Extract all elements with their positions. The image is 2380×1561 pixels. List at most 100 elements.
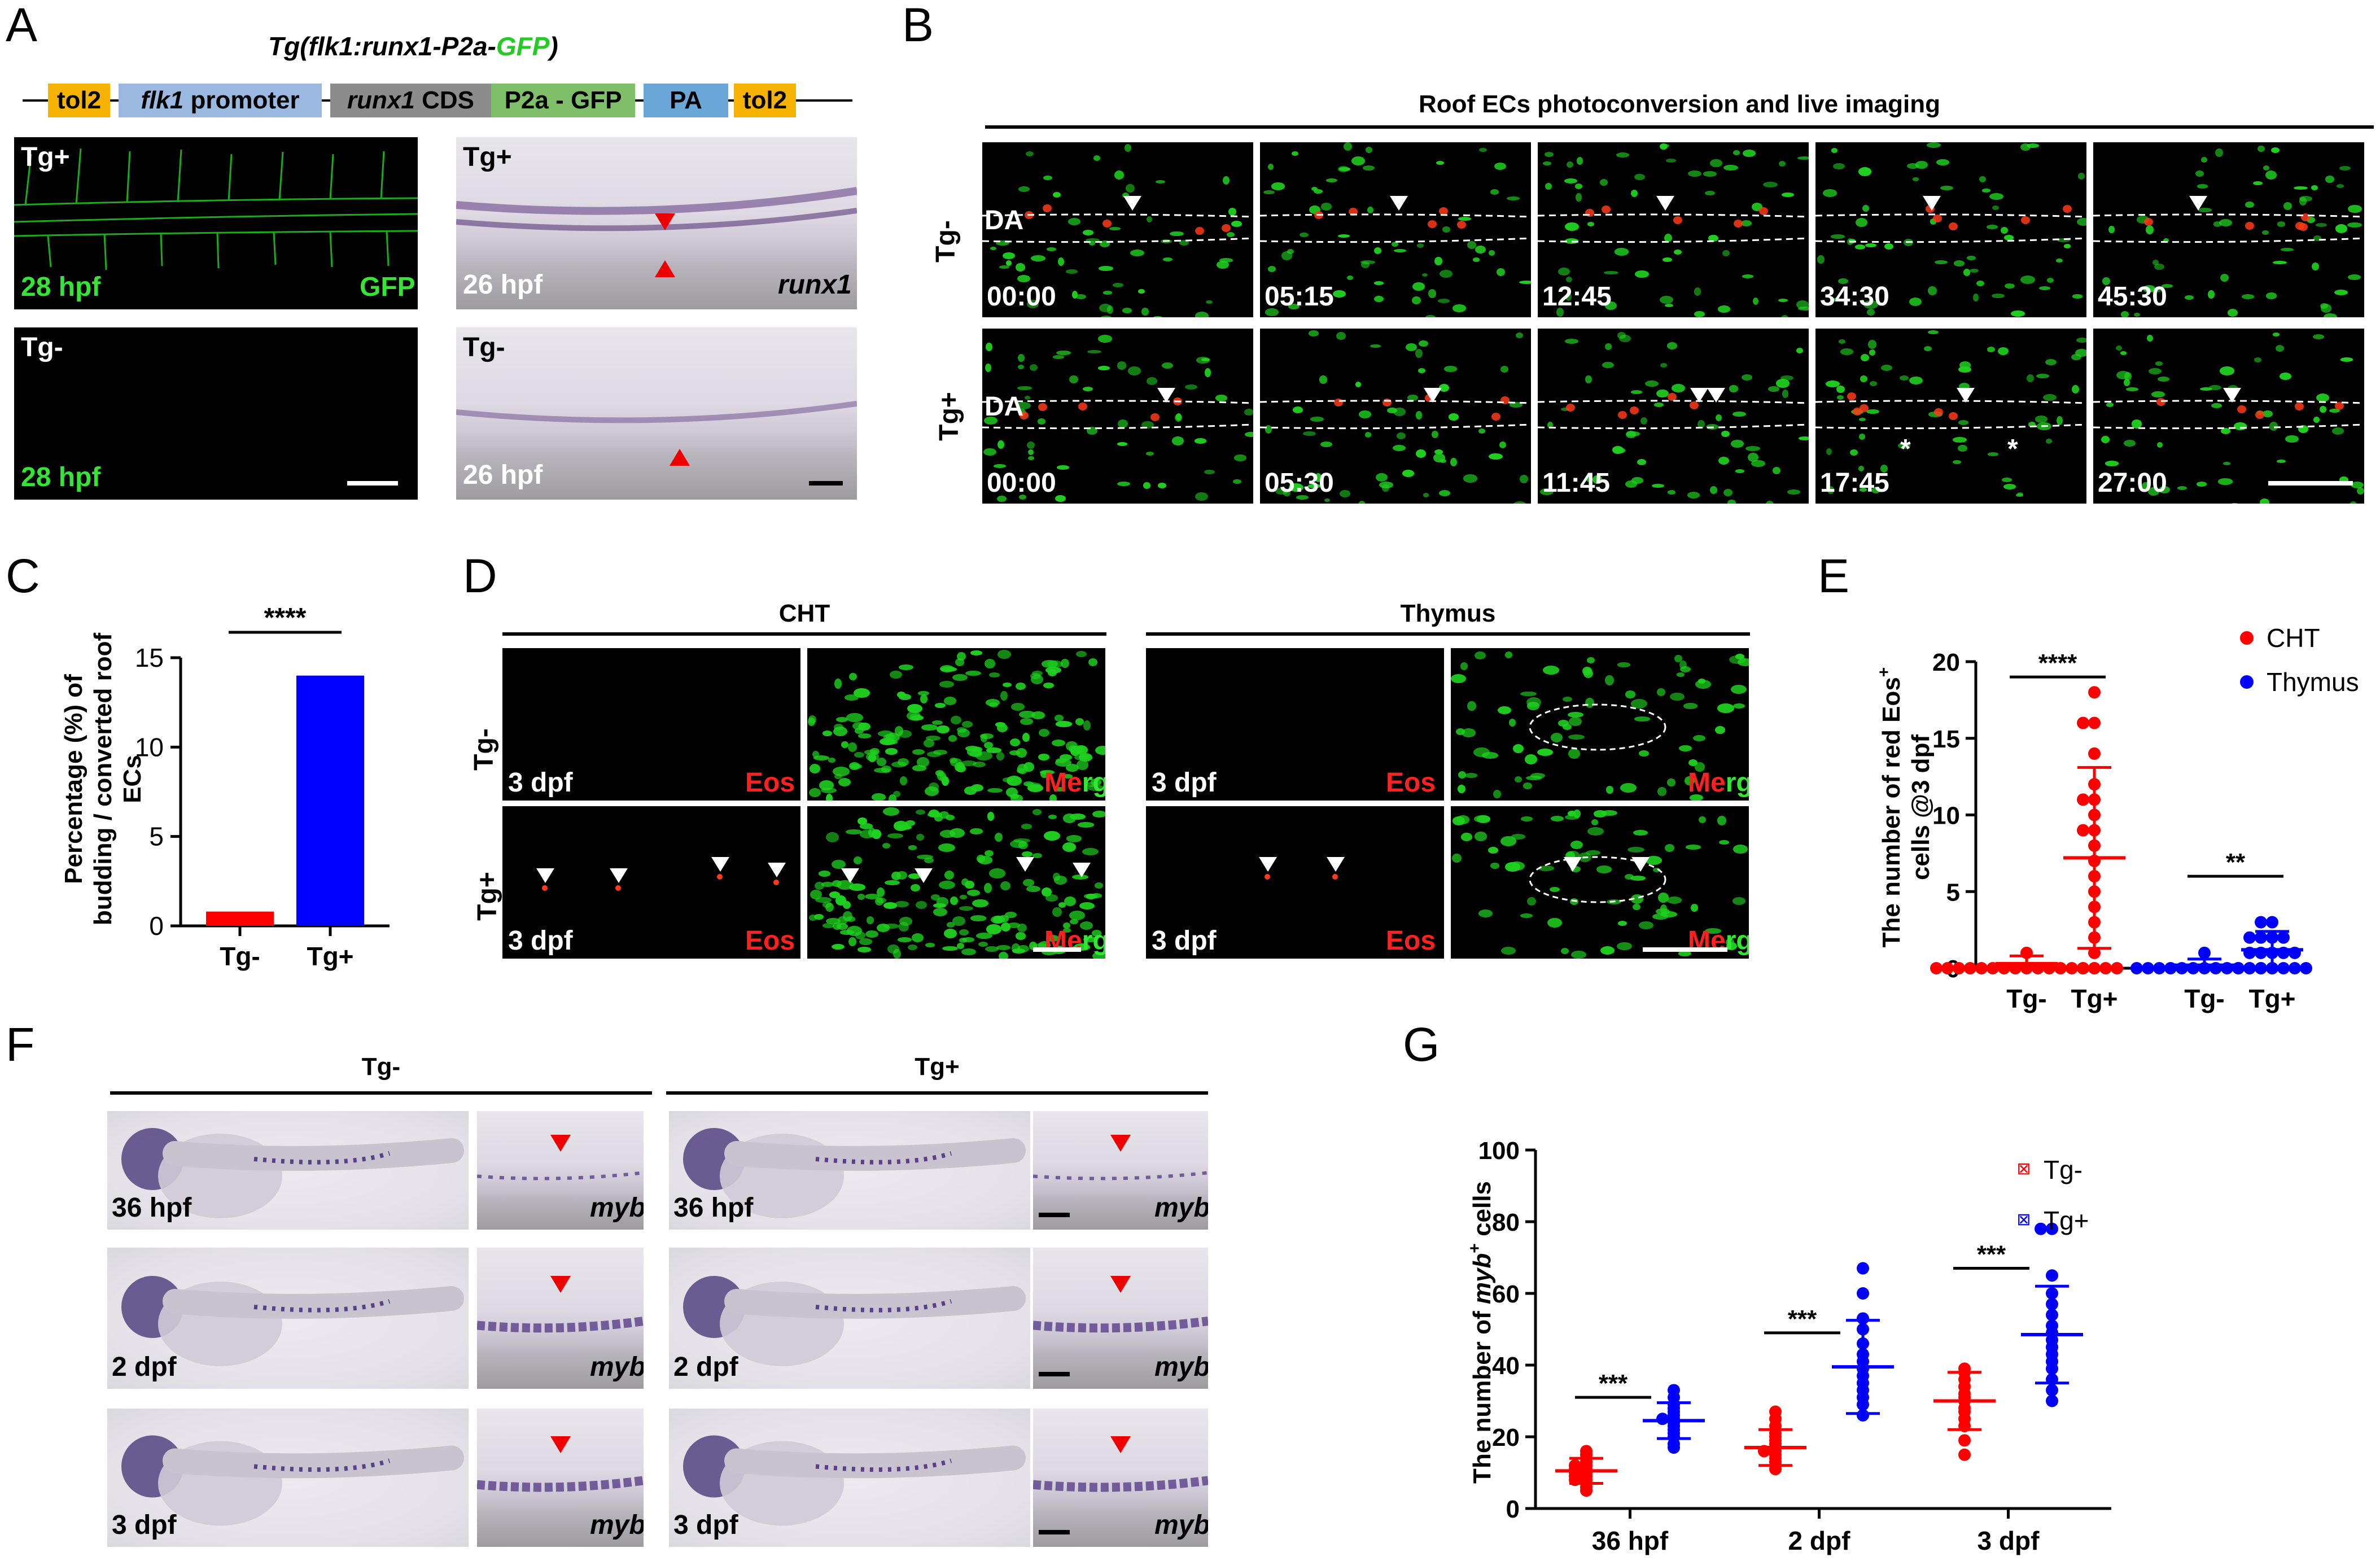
- b-green-cell: [2016, 492, 2023, 496]
- b-green-cell: [2215, 148, 2223, 157]
- d-green-cell: [1015, 932, 1026, 940]
- d-green-cell: [848, 937, 857, 947]
- b-green-cell: [1963, 269, 1970, 276]
- b-green-cell: [1730, 440, 1744, 448]
- e-data-point: [2153, 962, 2165, 974]
- d-green-cell: [924, 858, 934, 863]
- d-green-cell: [1092, 951, 1105, 959]
- b-green-cell: [1869, 349, 1875, 356]
- g-scatter-chart: 0 20 40 60 80 100 36 hpf 2 dpf 3 dpf *** *** *** ⊠ Tg…: [1468, 1137, 2111, 1555]
- b-green-cell: [1992, 205, 1999, 210]
- b-green-cell: [1130, 250, 1144, 257]
- d-green-cell: [866, 916, 874, 924]
- b-green-cell: [1979, 176, 1987, 183]
- d-green-cell: [849, 883, 865, 891]
- d-green-cell: [1070, 814, 1086, 820]
- b-row1-tile: 45:30: [2093, 142, 2364, 317]
- d-green-cell: [877, 887, 885, 897]
- d-green-cell: [1628, 846, 1645, 852]
- b-green-cell: [1309, 330, 1319, 336]
- d-green-cell: [935, 703, 946, 708]
- b-green-cell: [1987, 346, 1995, 352]
- d-thymus-ellipse: [1529, 856, 1666, 903]
- b-green-cell: [1729, 385, 1738, 392]
- d-green-cell: [911, 933, 924, 943]
- g-legend-marker: ⊠: [2016, 1210, 2031, 1229]
- b-green-cell: [1500, 366, 1508, 373]
- b-green-cell: [2158, 486, 2170, 494]
- b-green-cell: [1340, 490, 1350, 498]
- d-green-cell: [1639, 750, 1650, 757]
- d-green-cell: [1677, 672, 1685, 677]
- d-green-cell: [883, 902, 897, 909]
- b-green-cell: [1161, 362, 1173, 369]
- d-green-cell: [1063, 928, 1071, 933]
- b-green-cell: [2320, 405, 2326, 413]
- f-marker-label: myb: [590, 1352, 644, 1382]
- b-green-cell: [2299, 197, 2307, 206]
- b-green-cell: [1733, 150, 1740, 155]
- d-green-cell: [845, 694, 859, 701]
- b-green-cell: [2201, 157, 2207, 163]
- d-green-cell: [948, 734, 957, 742]
- d-green-cell: [1017, 768, 1025, 773]
- b-green-cell: [1733, 411, 1747, 417]
- d-green-cell: [970, 915, 987, 921]
- b-green-cell: [2347, 222, 2362, 228]
- d-green-cell: [929, 782, 939, 792]
- d-green-cell: [939, 880, 956, 890]
- e-data-point: [2300, 962, 2312, 974]
- b-green-cell: [1826, 448, 1832, 456]
- b-green-cell: [2208, 384, 2221, 391]
- d-green-cell: [1526, 897, 1536, 906]
- b-green-cell: [2337, 184, 2344, 189]
- construct-title-prefix: Tg(flk1:runx1-P2a-: [268, 32, 496, 61]
- b-green-cell: [1463, 474, 1477, 483]
- b-green-cell: [1723, 488, 1733, 497]
- b-header-line: [985, 125, 2374, 129]
- b-green-cell: [1146, 451, 1154, 456]
- d-green-cell: [832, 767, 850, 776]
- f-embryo-drawing: [121, 1128, 464, 1218]
- b-green-cell: [2293, 186, 2308, 190]
- d-green-cell: [1511, 834, 1525, 839]
- b-vessel-floor-line: [1538, 237, 1809, 243]
- b-green-cell: [1087, 350, 1102, 354]
- b-green-cell: [2078, 172, 2085, 180]
- b-green-cell: [1122, 193, 1129, 199]
- b-vessel-floor-line: [1815, 423, 2086, 430]
- d-green-cell: [942, 946, 959, 951]
- b-green-cell: [2349, 501, 2357, 504]
- d-green-cell: [1031, 711, 1045, 719]
- b-green-cell: [2077, 217, 2086, 226]
- d-green-cell: [1733, 845, 1748, 854]
- d-green-cell: [1063, 773, 1073, 779]
- d-green-cell: [1695, 762, 1705, 772]
- d-green-cell: [854, 752, 864, 758]
- g-y-tick-label: 20: [1492, 1424, 1520, 1451]
- d-green-cell: [833, 943, 844, 950]
- d-green-cell: [1632, 904, 1641, 910]
- b-green-cell: [1927, 330, 1939, 334]
- b-vessel-floor-line: [982, 423, 1253, 430]
- b-vessel-outline: [2093, 213, 2364, 243]
- b-green-cell: [1003, 252, 1015, 260]
- d-green-cell: [1008, 922, 1020, 929]
- b-red-cell: [1734, 219, 1743, 228]
- b-green-cell: [1665, 158, 1676, 163]
- b-scale-bar: [2268, 481, 2353, 486]
- b-green-cell: [1602, 361, 1615, 368]
- b-arrowhead: [1707, 388, 1725, 403]
- b-green-cell: [1718, 456, 1730, 465]
- b-green-cell: [1556, 308, 1564, 317]
- b-green-cell: [1565, 276, 1572, 283]
- d-green-cell: [1634, 716, 1650, 722]
- b-green-cell: [1870, 381, 1877, 387]
- e-data-point: [1941, 962, 1954, 974]
- e-y-label-line2: cells @3 dpf: [1907, 734, 1935, 880]
- d-green-cell: [1733, 703, 1745, 709]
- e-data-point: [2266, 916, 2278, 929]
- b-green-cell: [1206, 300, 1213, 304]
- d-green-cell: [1053, 876, 1067, 885]
